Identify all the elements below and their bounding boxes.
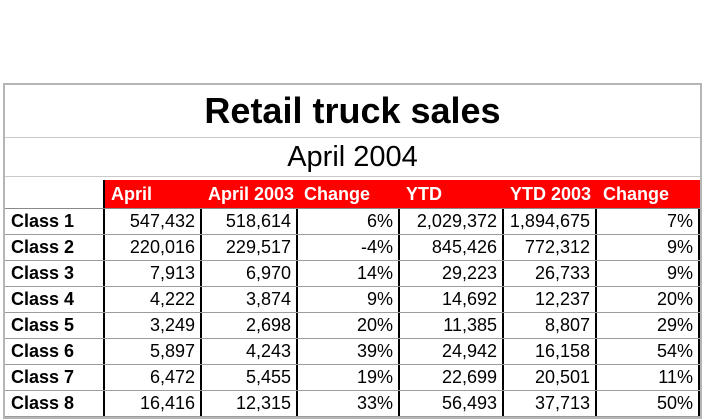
cell-change-month: 9% — [298, 287, 400, 312]
cell-april: 7,913 — [105, 261, 202, 286]
column-header-change-ytd: Change — [597, 180, 700, 208]
table-row-class-2: Class 2 220,016 229,517 -4% 845,426 772,… — [5, 235, 700, 261]
cell-ytd-2003: 772,312 — [504, 235, 597, 260]
cell-april-2003: 6,970 — [202, 261, 298, 286]
cell-ytd-2003: 26,733 — [504, 261, 597, 286]
table-row-class-6: Class 6 5,897 4,243 39% 24,942 16,158 54… — [5, 339, 700, 365]
row-label: Class 5 — [5, 313, 105, 338]
cell-change-month: 19% — [298, 365, 400, 390]
row-label: Class 1 — [5, 209, 105, 234]
row-label: Class 7 — [5, 365, 105, 390]
cell-ytd-2003: 37,713 — [504, 391, 597, 416]
cell-ytd-2003: 12,237 — [504, 287, 597, 312]
cell-ytd: 56,493 — [400, 391, 504, 416]
column-header-change-month: Change — [298, 180, 400, 208]
cell-change-ytd: 20% — [597, 287, 700, 312]
cell-change-ytd: 29% — [597, 313, 700, 338]
report-title: Retail truck sales — [5, 85, 700, 138]
column-header-ytd: YTD — [400, 180, 504, 208]
report-page: { "chart_data": { "type": "table", "titl… — [3, 83, 702, 419]
cell-ytd: 14,692 — [400, 287, 504, 312]
row-label: Class 4 — [5, 287, 105, 312]
cell-april: 5,897 — [105, 339, 202, 364]
cell-april: 3,249 — [105, 313, 202, 338]
table-row-class-7: Class 7 6,472 5,455 19% 22,699 20,501 11… — [5, 365, 700, 391]
cell-april: 220,016 — [105, 235, 202, 260]
cell-ytd: 29,223 — [400, 261, 504, 286]
cell-ytd: 845,426 — [400, 235, 504, 260]
cell-change-ytd: 11% — [597, 365, 700, 390]
cell-change-month: 20% — [298, 313, 400, 338]
column-header-april-2003: April 2003 — [202, 180, 298, 208]
cell-ytd: 24,942 — [400, 339, 504, 364]
column-header-april: April — [105, 180, 202, 208]
cell-april-2003: 12,315 — [202, 391, 298, 416]
row-label: Class 8 — [5, 391, 105, 416]
cell-april-2003: 4,243 — [202, 339, 298, 364]
column-header-ytd-2003: YTD 2003 — [504, 180, 597, 208]
cell-change-ytd: 9% — [597, 235, 700, 260]
cell-ytd-2003: 20,501 — [504, 365, 597, 390]
cell-change-month: 6% — [298, 209, 400, 234]
cell-change-ytd: 7% — [597, 209, 700, 234]
cell-change-ytd: 54% — [597, 339, 700, 364]
cell-change-month: 14% — [298, 261, 400, 286]
cell-change-ytd: 50% — [597, 391, 700, 416]
table-row-class-1: Class 1 547,432 518,614 6% 2,029,372 1,8… — [5, 209, 700, 235]
cell-ytd: 2,029,372 — [400, 209, 504, 234]
cell-april-2003: 518,614 — [202, 209, 298, 234]
cell-change-month: -4% — [298, 235, 400, 260]
cell-ytd: 11,385 — [400, 313, 504, 338]
cell-change-ytd: 9% — [597, 261, 700, 286]
row-label: Class 6 — [5, 339, 105, 364]
cell-ytd-2003: 16,158 — [504, 339, 597, 364]
cell-change-month: 39% — [298, 339, 400, 364]
cell-ytd-2003: 1,894,675 — [504, 209, 597, 234]
table-row-class-4: Class 4 4,222 3,874 9% 14,692 12,237 20% — [5, 287, 700, 313]
cell-ytd: 22,699 — [400, 365, 504, 390]
row-label: Class 2 — [5, 235, 105, 260]
table-header-row: April April 2003 Change YTD YTD 2003 Cha… — [5, 180, 700, 209]
cell-april: 6,472 — [105, 365, 202, 390]
cell-april-2003: 5,455 — [202, 365, 298, 390]
report-subtitle: April 2004 — [5, 138, 700, 177]
table-row-class-3: Class 3 7,913 6,970 14% 29,223 26,733 9% — [5, 261, 700, 287]
cell-april: 547,432 — [105, 209, 202, 234]
table-row-class-5: Class 5 3,249 2,698 20% 11,385 8,807 29% — [5, 313, 700, 339]
cell-april: 4,222 — [105, 287, 202, 312]
cell-april: 16,416 — [105, 391, 202, 416]
row-label: Class 3 — [5, 261, 105, 286]
corner-cell — [5, 180, 105, 208]
table-row-class-8: Class 8 16,416 12,315 33% 56,493 37,713 … — [5, 391, 700, 417]
retail-truck-sales-table: Retail truck sales April 2004 April Apri… — [3, 83, 702, 419]
cell-change-month: 33% — [298, 391, 400, 416]
cell-april-2003: 2,698 — [202, 313, 298, 338]
cell-april-2003: 229,517 — [202, 235, 298, 260]
cell-ytd-2003: 8,807 — [504, 313, 597, 338]
cell-april-2003: 3,874 — [202, 287, 298, 312]
